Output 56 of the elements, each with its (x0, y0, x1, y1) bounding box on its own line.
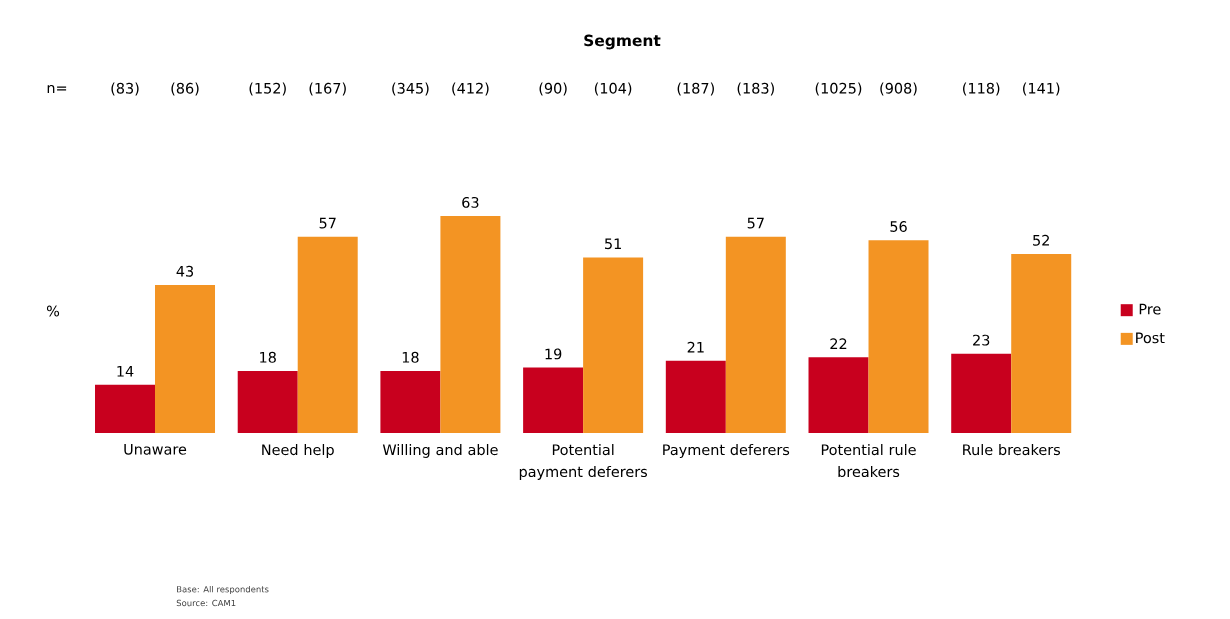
bar (237, 371, 298, 433)
text: (86) (171, 82, 199, 96)
x-tick-label: Willing and able (382, 443, 498, 458)
data-label: 56 (890, 221, 907, 232)
y-axis-title: % (46, 305, 60, 317)
data-label: 18 (402, 351, 419, 363)
text: (183) (737, 82, 774, 96)
bar (583, 257, 644, 433)
bar (1011, 253, 1072, 433)
x-tick-label: Unaware (124, 444, 187, 455)
text: (152) (249, 82, 286, 96)
bar (523, 367, 584, 433)
data-label: 23 (973, 334, 990, 346)
text: (1025) (815, 82, 862, 96)
data-label: 63 (462, 196, 479, 208)
text: (908) (880, 82, 917, 96)
text: (118) (963, 82, 1000, 96)
bar (155, 284, 216, 433)
text: (187) (677, 82, 714, 96)
bar (665, 360, 726, 433)
text: (141) (1023, 82, 1060, 96)
text: (412) (452, 82, 489, 96)
data-label: 22 (830, 338, 847, 350)
x-tick-label: Rule breakers (963, 443, 1061, 456)
data-label: 51 (605, 238, 621, 250)
data-label: 21 (687, 341, 704, 353)
data-label: 18 (260, 351, 276, 363)
data-label: 14 (117, 366, 134, 377)
bar (380, 371, 441, 433)
bar (951, 353, 1012, 433)
text: n= (47, 84, 67, 94)
x-tick-label: Need help (262, 443, 334, 458)
data-label: 19 (545, 348, 562, 360)
data-label: 57 (319, 217, 336, 229)
bar (440, 216, 501, 433)
bar (297, 236, 358, 433)
x-tick-label: Potential rule breakers (821, 443, 916, 478)
text: (90) (539, 82, 567, 96)
text: (345) (392, 82, 429, 96)
x-tick-label: Potential payment deferers (519, 443, 647, 480)
text: Base: All respondents (177, 585, 269, 595)
x-tick-label: Payment deferers (663, 443, 790, 458)
data-label: 52 (1033, 234, 1049, 246)
text: (83) (111, 82, 139, 96)
text: (104) (594, 82, 632, 96)
source-note: Source: CAM1 (176, 599, 236, 607)
data-label: 43 (176, 265, 194, 277)
data-label: 57 (747, 217, 764, 229)
legend-label: Post (1136, 332, 1165, 344)
legend-label: Pre (1139, 303, 1161, 315)
bar (725, 236, 786, 433)
chart-title: Segment (584, 34, 661, 50)
bar (808, 357, 869, 433)
text: (167) (309, 82, 346, 96)
bar (95, 384, 156, 433)
bar (868, 240, 929, 433)
